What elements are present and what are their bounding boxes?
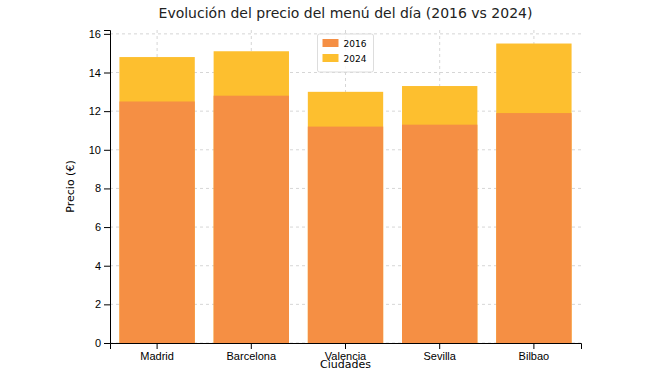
x-tick: Bilbao [519,343,550,362]
legend: 2016 2024 [318,34,374,72]
x-tick-mark [157,343,158,349]
legend-label: 2024 [344,54,367,64]
x-tick-mark [345,343,346,349]
title: Evolución del precio del menú del día (2… [159,5,533,21]
bar [214,51,289,343]
y-axis-line [104,31,111,344]
y-tick-label: 8 [95,182,101,194]
y-tick: 2 [95,298,110,310]
y-axis-title: Precio (€) [64,160,77,212]
y-tick-mark [104,34,110,35]
y-tick-mark [104,343,110,344]
y-tick-label: 16 [89,28,101,40]
y-tick: 4 [95,260,110,272]
legend-swatch [323,54,339,62]
bar [308,92,383,343]
x-tick-label: Sevilla [423,350,456,362]
y-tick-label: 0 [95,337,101,349]
x-axis-line [111,344,582,350]
x-tick-mark [533,343,534,349]
y-tick: 0 [95,337,110,349]
x-tick-mark [439,343,440,349]
x-tick: Sevilla [423,343,456,362]
y-tick-label: 10 [89,144,101,156]
x-tick-mark [251,343,252,349]
legend-label: 2016 [344,39,367,49]
chart: MadridBarcelonaValenciaSevillaBilbao0246… [0,0,659,371]
x-tick-label: Madrid [140,350,174,362]
y-axis: 0 2 4 6 8 10 12 14 16 [89,28,111,349]
y-tick-label: 6 [95,221,101,233]
x-tick: Madrid [140,343,174,362]
y-tick-mark [104,73,110,74]
y-tick: 12 [89,105,110,117]
y-tick-label: 12 [89,105,101,117]
x-tick: Barcelona [227,343,277,362]
bar [402,125,477,343]
y-tick-mark [104,304,110,305]
x-tick-label: Barcelona [227,350,277,362]
y-tick-label: 4 [95,260,101,272]
y-tick-label: 2 [95,298,101,310]
y-tick-mark [104,266,110,267]
y-tick-mark [104,150,110,151]
bar [308,127,383,343]
y-tick: 6 [95,221,110,233]
x-tick-label: Bilbao [519,350,550,362]
y-tick: 14 [89,67,110,79]
grid [110,30,581,343]
bar [496,44,571,343]
bar [119,101,194,343]
bar [214,96,289,343]
bar [119,57,194,343]
bar [496,113,571,343]
legend-box [318,34,374,72]
y-tick-mark [104,188,110,189]
y-tick: 16 [89,28,110,40]
legend-swatch [323,39,339,47]
x-axis-title: Ciudades [320,358,371,371]
y-tick: 8 [95,182,110,194]
bar [402,86,477,343]
y-tick-label: 14 [89,67,101,79]
y-tick-mark [104,111,110,112]
y-tick-mark [104,227,110,228]
y-tick: 10 [89,144,110,156]
bars [119,44,571,343]
